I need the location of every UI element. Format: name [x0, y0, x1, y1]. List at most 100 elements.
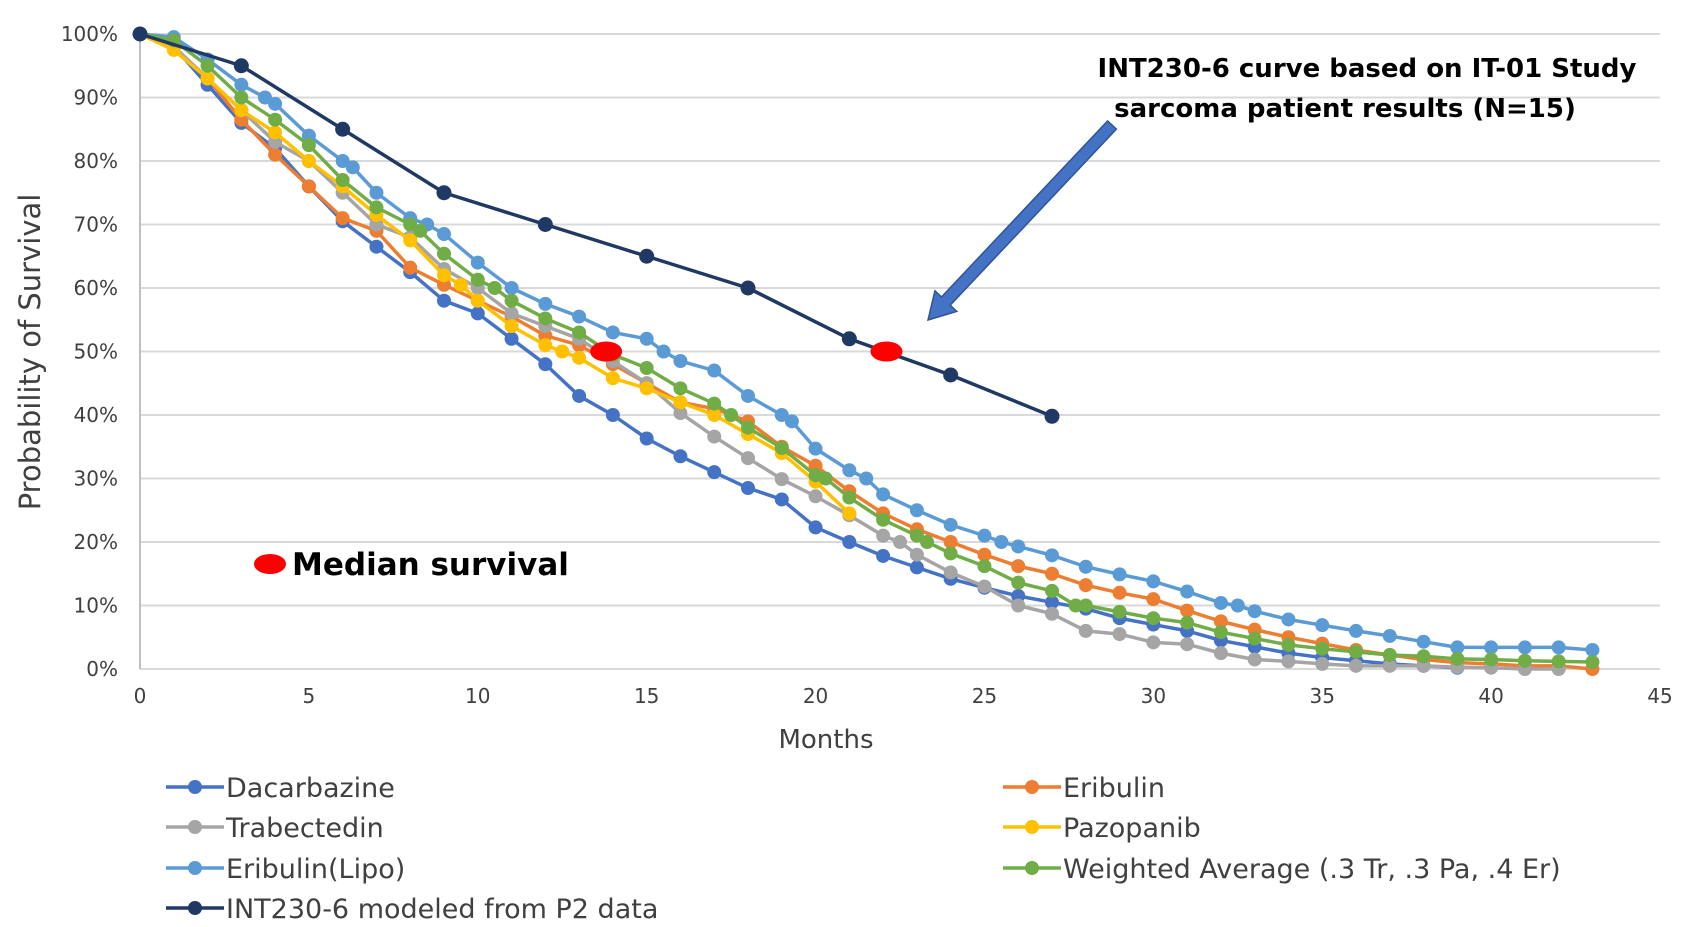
y-tick-label: 90%: [74, 86, 118, 110]
x-tick-label: 0: [134, 684, 147, 708]
data-point: [301, 154, 316, 168]
data-point: [132, 26, 148, 42]
data-point: [774, 472, 789, 487]
data-point: [470, 306, 485, 321]
median-survival-label: Median survival: [292, 547, 569, 583]
data-point: [1484, 640, 1499, 655]
data-point: [977, 559, 992, 574]
data-point: [233, 58, 249, 74]
data-point: [1585, 655, 1600, 670]
data-point: [1011, 559, 1026, 574]
data-point: [1230, 598, 1245, 613]
data-point: [741, 388, 755, 403]
data-point: [335, 154, 350, 168]
data-point: [1146, 635, 1161, 650]
data-point: [1247, 604, 1262, 619]
data-point: [605, 408, 620, 422]
x-tick-label: 45: [1647, 684, 1672, 708]
data-point: [1180, 603, 1195, 618]
legend-marker: [188, 820, 202, 834]
data-point: [842, 535, 857, 549]
legend-marker: [188, 861, 202, 875]
data-point: [909, 503, 924, 518]
data-point: [876, 548, 891, 563]
data-point: [1011, 598, 1026, 613]
data-point: [369, 200, 384, 215]
x-axis-label: Months: [778, 725, 873, 755]
data-point: [994, 535, 1009, 549]
data-point: [335, 121, 351, 137]
data-point: [741, 420, 755, 435]
data-point: [504, 319, 519, 334]
data-point: [234, 90, 249, 105]
data-point: [774, 408, 789, 422]
data-point: [876, 512, 891, 527]
data-point: [504, 281, 519, 295]
legend: Dacarbazine Eribulin Trabectedin Pazopanib E…: [166, 773, 1561, 925]
data-point: [572, 388, 587, 403]
series-pazopanib: [133, 27, 857, 521]
data-point: [572, 350, 587, 365]
data-point: [1517, 640, 1532, 655]
data-point: [1112, 585, 1127, 600]
series-weighted-average-3-tr-3-pa-4-er-: [133, 27, 1600, 670]
data-point: [639, 431, 654, 446]
data-point: [1011, 539, 1026, 554]
data-point: [268, 147, 283, 162]
legend-marker: [188, 780, 202, 794]
x-tick-label: 20: [803, 684, 828, 708]
data-point: [487, 281, 502, 295]
data-point: [1281, 637, 1296, 652]
data-point: [1068, 598, 1083, 613]
data-point: [707, 429, 722, 444]
data-point: [301, 138, 316, 153]
data-point: [437, 246, 451, 261]
data-point: [1213, 614, 1228, 629]
data-point: [1112, 627, 1127, 642]
data-point: [707, 363, 722, 378]
data-point: [403, 260, 418, 275]
data-point: [1315, 618, 1330, 633]
legend-marker: [188, 901, 202, 915]
data-point: [1078, 598, 1093, 613]
x-tick-label: 40: [1478, 684, 1503, 708]
data-point: [257, 90, 272, 105]
data-point: [1213, 625, 1228, 640]
data-point: [639, 381, 654, 396]
data-point: [1045, 606, 1059, 621]
data-point: [1180, 584, 1195, 599]
data-point: [656, 344, 671, 359]
legend-item: INT230-6 modeled from P2 data: [166, 894, 658, 925]
y-tick-label: 100%: [61, 22, 118, 46]
data-point: [1078, 623, 1093, 638]
x-tick-label: 35: [1309, 684, 1334, 708]
data-point: [1011, 575, 1026, 590]
data-point: [436, 185, 452, 201]
data-point: [893, 535, 907, 549]
legend-label: INT230-6 modeled from P2 data: [226, 894, 658, 922]
data-point: [1213, 646, 1228, 661]
data-point: [1078, 559, 1093, 574]
data-point: [437, 227, 451, 242]
data-point: [268, 96, 283, 111]
data-point: [1382, 648, 1397, 663]
data-point: [1045, 583, 1059, 598]
data-point: [639, 331, 654, 346]
data-point: [605, 325, 620, 340]
data-point: [943, 546, 958, 561]
legend-item: Pazopanib: [1003, 813, 1201, 844]
data-point: [784, 414, 799, 429]
data-point: [1585, 642, 1600, 657]
data-point: [268, 125, 283, 140]
legend-item: Eribulin: [1003, 773, 1165, 804]
x-tick-label: 10: [465, 684, 490, 708]
data-point: [920, 535, 935, 549]
legend-label: Trabectedin: [225, 813, 384, 844]
data-point: [234, 77, 249, 92]
y-tick-label: 10%: [74, 594, 118, 618]
y-tick-label: 30%: [74, 467, 118, 491]
data-point: [1044, 408, 1060, 424]
data-point: [1416, 634, 1431, 649]
data-point: [555, 344, 570, 359]
data-point: [977, 547, 992, 562]
